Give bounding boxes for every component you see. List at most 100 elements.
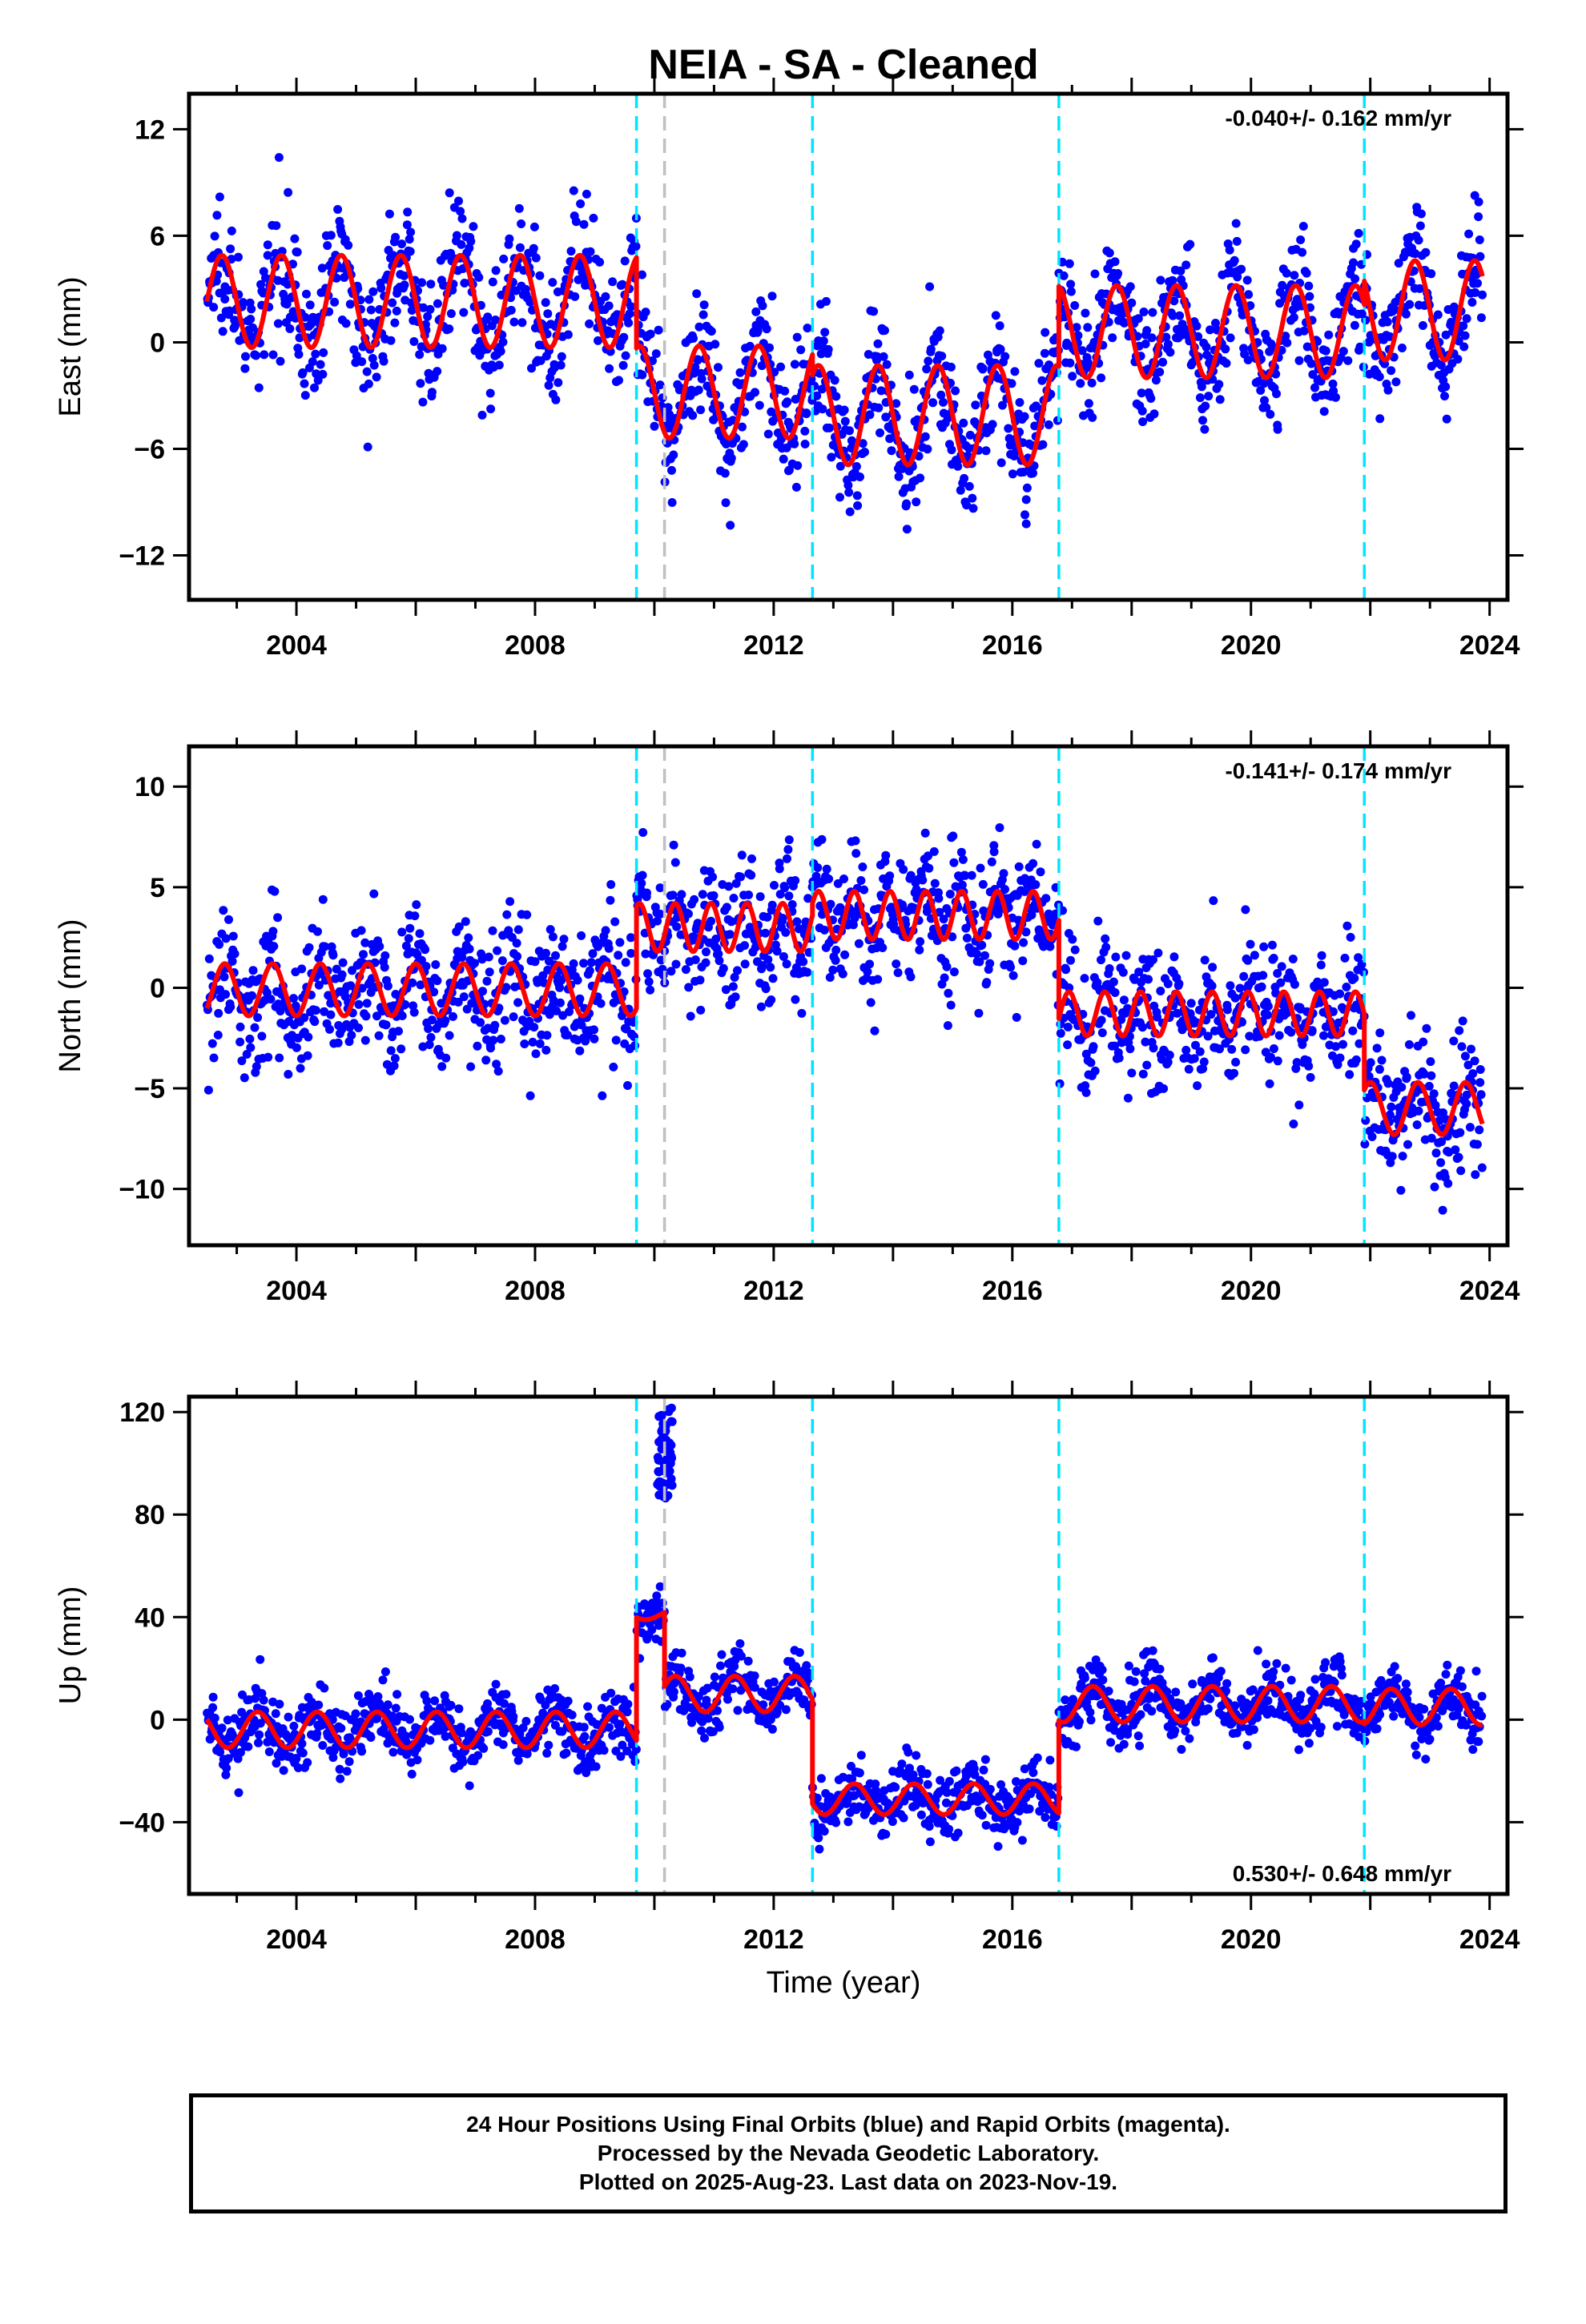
north-point (856, 876, 866, 885)
north-point (1239, 971, 1249, 981)
north-point (854, 939, 863, 948)
north-point (1294, 1100, 1304, 1110)
east-point (694, 322, 704, 332)
north-point (1429, 1089, 1439, 1099)
north-point (863, 967, 872, 976)
east-point (840, 416, 850, 426)
north-point (1230, 993, 1240, 1003)
up-point (843, 1817, 853, 1827)
up-point (479, 1743, 489, 1753)
east-point (1478, 290, 1487, 300)
east-point (566, 247, 576, 256)
north-point (831, 955, 840, 965)
north-point (1476, 1090, 1486, 1100)
north-point (758, 961, 767, 971)
north-point (459, 992, 469, 1002)
east-point (295, 333, 304, 343)
north-point (1475, 1065, 1485, 1074)
north-point (1231, 1057, 1241, 1067)
east-point (457, 214, 467, 223)
east-point (1155, 368, 1165, 376)
east-point (654, 325, 663, 335)
north-point (437, 999, 446, 1008)
east-point (1324, 330, 1334, 340)
east-point (1338, 347, 1348, 356)
east-point (357, 357, 367, 367)
east-point (1278, 280, 1287, 290)
east-point (585, 319, 594, 328)
up-point (985, 1784, 995, 1794)
east-point (283, 279, 292, 289)
east-point (904, 370, 914, 380)
east-point (767, 407, 776, 416)
north-point (740, 941, 750, 951)
east-point (869, 307, 879, 316)
north-point (530, 957, 540, 967)
north-point (1404, 1039, 1414, 1049)
east-point (240, 364, 250, 373)
north-point (766, 963, 775, 972)
east-point (852, 491, 862, 501)
north-point (775, 890, 785, 899)
north-point (328, 951, 338, 960)
east-point (1401, 309, 1411, 319)
east-point (525, 297, 535, 307)
east-point (1351, 239, 1361, 249)
east-point (1474, 212, 1483, 222)
east-point (618, 279, 627, 289)
north-point (727, 917, 736, 927)
east-y-tick-label: −6 (134, 435, 165, 465)
east-point (332, 273, 341, 283)
north-point (1475, 1125, 1484, 1135)
north-point (784, 891, 794, 901)
east-point (263, 240, 272, 250)
up-point (336, 1774, 345, 1783)
east-point (317, 263, 327, 273)
north-point (606, 880, 616, 889)
east-point (894, 472, 904, 481)
east-point (892, 399, 901, 408)
up-point (1147, 1707, 1157, 1716)
north-point (940, 973, 949, 983)
north-point (1061, 965, 1071, 975)
east-point (1181, 260, 1191, 270)
east-point (926, 344, 936, 354)
east-point (1442, 414, 1451, 424)
up-point (912, 1751, 921, 1760)
east-point (1266, 409, 1275, 419)
east-point (1120, 318, 1129, 328)
north-point (686, 1011, 695, 1021)
north-point (535, 1039, 545, 1048)
east-point (608, 277, 618, 287)
east-point (831, 392, 841, 401)
east-point (1298, 247, 1307, 257)
north-point (943, 1021, 952, 1031)
east-point (924, 356, 933, 366)
east-x-tick-label: 2004 (266, 630, 327, 661)
up-point (799, 1695, 809, 1705)
north-point (1089, 1042, 1098, 1051)
north-point (791, 995, 800, 1004)
north-point (500, 1015, 509, 1025)
east-point (563, 330, 573, 340)
up-point (1129, 1677, 1139, 1687)
up-point (217, 1723, 227, 1733)
north-point (415, 929, 425, 939)
north-point (881, 850, 891, 860)
north-point (235, 1022, 245, 1031)
up-point (1272, 1659, 1282, 1668)
east-point (318, 369, 328, 379)
east-observations (203, 153, 1487, 534)
east-point (698, 310, 708, 320)
north-point (942, 962, 952, 971)
east-point (384, 209, 394, 219)
east-point (793, 460, 803, 470)
east-point (1142, 326, 1152, 336)
east-point (779, 454, 788, 464)
east-point (288, 307, 298, 316)
north-point (1226, 981, 1235, 991)
north-point (586, 958, 596, 967)
north-point (982, 978, 992, 987)
north-point (609, 1062, 618, 1072)
north-point (1068, 935, 1077, 944)
